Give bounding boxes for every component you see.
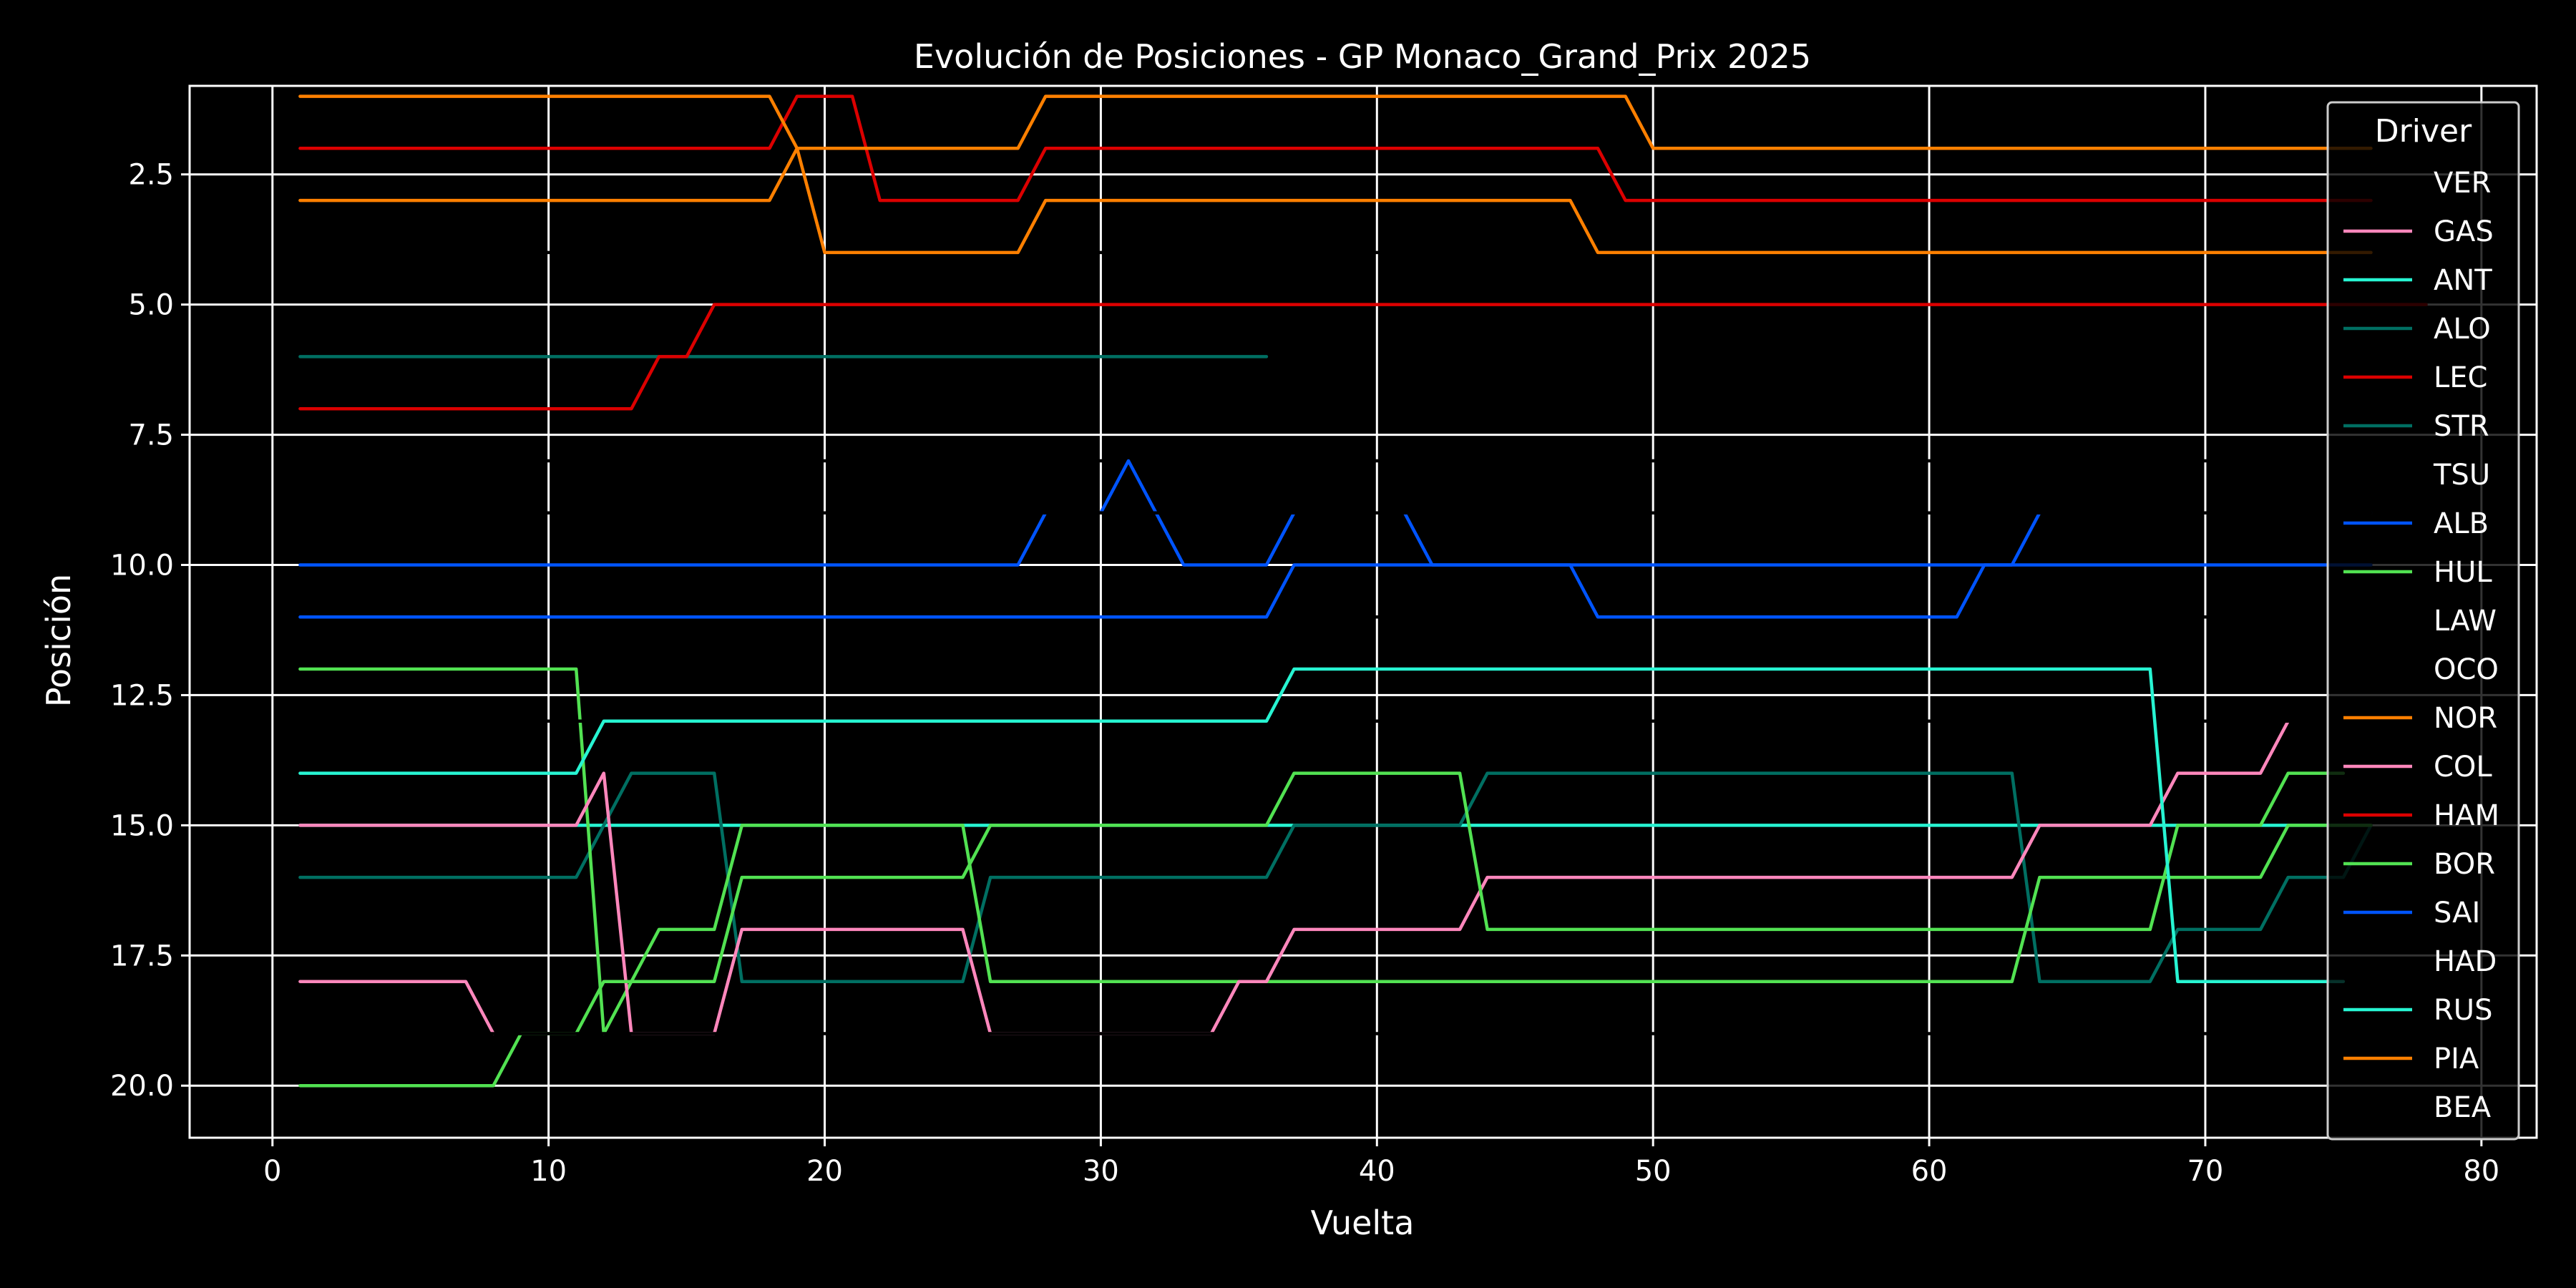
legend-label-sai: SAI <box>2434 897 2480 930</box>
legend-label-pia: PIA <box>2434 1043 2479 1075</box>
series-line-bor <box>298 771 2346 1088</box>
y-tick-label: 10.0 <box>110 550 174 582</box>
x-tick-label: 40 <box>1359 1155 1395 1188</box>
x-tick-label: 0 <box>263 1155 281 1188</box>
legend-label-col: COL <box>2434 751 2492 784</box>
legend-label-oco: OCO <box>2434 653 2499 686</box>
series-line-hul <box>298 667 2373 1035</box>
y-tick-label: 12.5 <box>110 679 174 712</box>
series-line-pia <box>298 94 2373 150</box>
legend-label-alb: ALB <box>2434 507 2489 540</box>
series-lines <box>298 94 2428 1088</box>
legend-box <box>2326 101 2520 1141</box>
y-tick-label: 5.0 <box>128 289 174 322</box>
x-tick-label: 20 <box>806 1155 843 1188</box>
legend-label-ham: HAM <box>2434 799 2499 832</box>
series-line-rus <box>298 667 2346 983</box>
legend-label-alo: ALO <box>2434 313 2491 346</box>
y-tick-label: 7.5 <box>128 419 174 452</box>
series-line-lec <box>298 303 2428 411</box>
x-tick-label: 60 <box>1911 1155 1948 1188</box>
legend-label-rus: RUS <box>2434 994 2492 1027</box>
legend-label-lec: LEC <box>2434 361 2488 394</box>
legend-label-bea: BEA <box>2434 1091 2492 1124</box>
y-tick-label: 2.5 <box>128 159 174 192</box>
legend-entries: VER GAS ANT ALO LEC STR TSU ALB HUL LAW OCO NOR COL H… <box>2343 167 2499 1124</box>
x-tick-label: 70 <box>2187 1155 2223 1188</box>
y-tick-label: 15.0 <box>110 809 174 842</box>
legend-label-bor: BOR <box>2434 848 2495 881</box>
y-tick-label: 17.5 <box>110 940 174 972</box>
x-axis-title: Vuelta <box>1311 1204 1415 1242</box>
legend-label-nor: NOR <box>2434 702 2497 735</box>
legend-label-tsu: TSU <box>2433 459 2490 492</box>
legend-label-hul: HUL <box>2434 556 2492 589</box>
x-tick-label: 10 <box>530 1155 567 1188</box>
legend-label-ver: VER <box>2434 167 2491 200</box>
x-tick-label: 80 <box>2463 1155 2499 1188</box>
legend-label-had: HAD <box>2434 945 2497 978</box>
x-tick-label: 50 <box>1635 1155 1672 1188</box>
series-line-str <box>298 771 2373 983</box>
legend-label-ant: ANT <box>2434 264 2492 297</box>
series-line-sai <box>298 563 2373 619</box>
legend-label-gas: GAS <box>2434 215 2494 248</box>
chart-title: Evolución de Posiciones - GP Monaco_Gran… <box>914 37 1811 76</box>
y-tick-label: 20.0 <box>110 1070 174 1103</box>
axis-ticks: 0 10 20 30 40 50 60 70 80 2.5 5.0 7.5 10.0 12.5 15.0 17… <box>110 159 2499 1188</box>
series-line-gas <box>298 980 495 1035</box>
series-line-nor <box>298 147 2373 255</box>
plot-frame <box>188 84 2538 1139</box>
legend-label-law: LAW <box>2434 605 2497 638</box>
legend: Driver VER GAS ANT ALO LEC STR TSU ALB HUL LAW OCO… <box>2326 101 2520 1141</box>
y-axis-title: Posición <box>39 574 78 707</box>
legend-label-str: STR <box>2434 410 2489 443</box>
x-tick-label: 30 <box>1083 1155 1119 1188</box>
legend-title: Driver <box>2375 113 2472 150</box>
